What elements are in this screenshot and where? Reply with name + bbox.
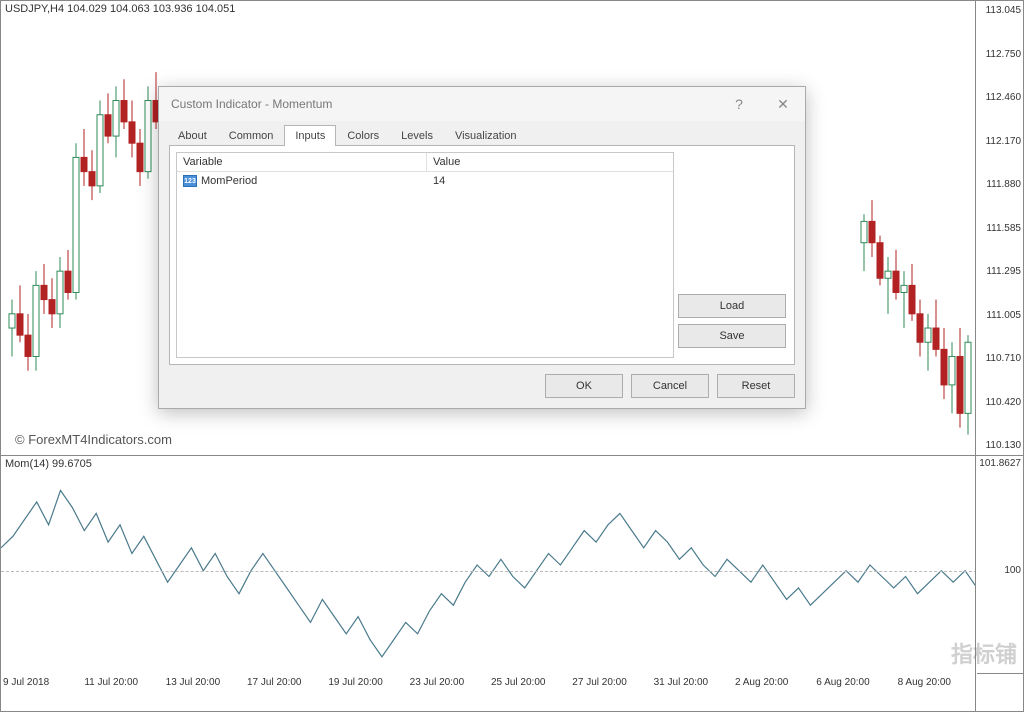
time-tick: 25 Jul 20:00 xyxy=(489,673,570,711)
time-tick: 6 Aug 20:00 xyxy=(814,673,895,711)
col-value[interactable]: Value xyxy=(427,153,673,171)
price-tick: 112.750 xyxy=(986,49,1021,60)
time-tick: 27 Jul 20:00 xyxy=(570,673,651,711)
price-tick: 112.460 xyxy=(986,92,1021,103)
price-tick: 111.880 xyxy=(986,179,1021,190)
grid-row[interactable]: 123 MomPeriod 14 xyxy=(177,172,673,190)
price-axis: 113.045 112.750 112.460 112.170 111.880 111.5… xyxy=(975,1,1023,456)
grid-header: Variable Value xyxy=(177,153,673,172)
indicator-chart[interactable]: Mom(14) 99.6705 xyxy=(1,456,977,674)
tab-about[interactable]: About xyxy=(167,125,218,146)
help-button[interactable]: ? xyxy=(717,87,761,121)
time-tick: 23 Jul 20:00 xyxy=(408,673,489,711)
tab-inputs[interactable]: Inputs xyxy=(284,125,336,146)
price-tick: 112.170 xyxy=(986,136,1021,147)
indicator-tick: 100 xyxy=(1004,565,1021,576)
close-button[interactable]: ✕ xyxy=(761,87,805,121)
time-tick: 17 Jul 20:00 xyxy=(245,673,326,711)
time-tick: 9 Jul 2018 xyxy=(1,673,82,711)
indicator-canvas xyxy=(1,456,977,674)
time-axis: 9 Jul 201811 Jul 20:0013 Jul 20:0017 Jul… xyxy=(1,673,977,711)
tab-visualization[interactable]: Visualization xyxy=(444,125,528,146)
price-tick: 110.130 xyxy=(986,440,1021,451)
reset-button[interactable]: Reset xyxy=(717,374,795,398)
price-tick: 110.710 xyxy=(986,353,1021,364)
ok-button[interactable]: OK xyxy=(545,374,623,398)
tab-colors[interactable]: Colors xyxy=(336,125,390,146)
price-tick: 110.420 xyxy=(986,397,1021,408)
dialog-bottom-buttons: OK Cancel Reset xyxy=(545,374,795,398)
time-tick: 31 Jul 20:00 xyxy=(652,673,733,711)
time-tick: 11 Jul 20:00 xyxy=(82,673,163,711)
indicator-tick: 101.8627 xyxy=(979,458,1021,469)
indicator-properties-dialog: Custom Indicator - Momentum ? ✕ AboutCom… xyxy=(158,86,806,409)
time-tick: 2 Aug 20:00 xyxy=(733,673,814,711)
watermark: © ForexMT4Indicators.com xyxy=(15,432,172,447)
help-icon: ? xyxy=(735,96,743,112)
symbol-label: USDJPY,H4 104.029 104.063 103.936 104.05… xyxy=(5,3,235,15)
price-tick: 111.005 xyxy=(986,310,1021,321)
indicator-label: Mom(14) 99.6705 xyxy=(5,458,92,470)
integer-icon: 123 xyxy=(183,175,197,187)
price-tick: 111.585 xyxy=(986,223,1021,234)
variable-name: MomPeriod xyxy=(201,175,257,187)
tab-levels[interactable]: Levels xyxy=(390,125,444,146)
time-axis-corner xyxy=(975,673,1023,711)
page-watermark: 指标铺 xyxy=(951,637,1017,669)
variable-value[interactable]: 14 xyxy=(427,172,673,190)
cancel-button[interactable]: Cancel xyxy=(631,374,709,398)
load-button[interactable]: Load xyxy=(678,294,786,318)
tab-common[interactable]: Common xyxy=(218,125,285,146)
dialog-title-bar[interactable]: Custom Indicator - Momentum ? ✕ xyxy=(159,87,805,121)
inputs-tab-panel: Variable Value 123 MomPeriod 14 Load Sav… xyxy=(169,145,795,365)
price-tick: 111.295 xyxy=(986,266,1021,277)
col-variable[interactable]: Variable xyxy=(177,153,427,171)
inputs-grid[interactable]: Variable Value 123 MomPeriod 14 xyxy=(176,152,674,358)
side-buttons: Load Save xyxy=(678,294,786,348)
time-tick: 8 Aug 20:00 xyxy=(896,673,977,711)
indicator-baseline xyxy=(1,571,977,572)
dialog-title: Custom Indicator - Momentum xyxy=(171,97,332,111)
close-icon: ✕ xyxy=(777,96,789,113)
price-tick: 113.045 xyxy=(986,5,1021,16)
save-button[interactable]: Save xyxy=(678,324,786,348)
time-tick: 13 Jul 20:00 xyxy=(164,673,245,711)
dialog-tabs: AboutCommonInputsColorsLevelsVisualizati… xyxy=(159,121,805,146)
time-tick: 19 Jul 20:00 xyxy=(326,673,407,711)
